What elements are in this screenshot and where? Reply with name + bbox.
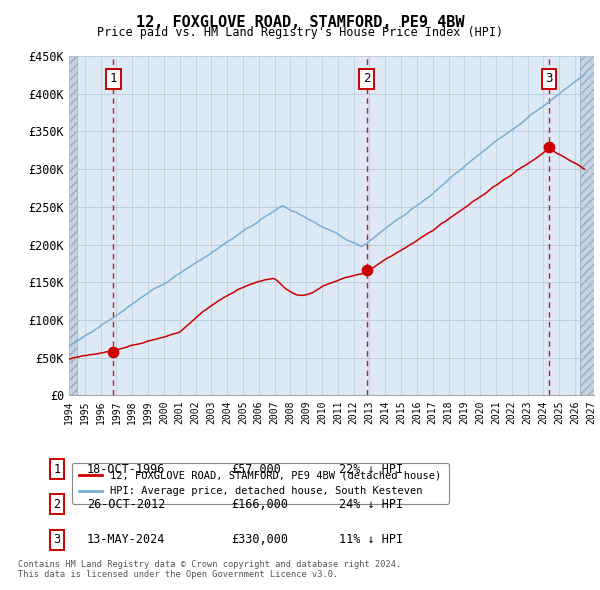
Text: 1: 1 (110, 72, 117, 85)
Text: 18-OCT-1996: 18-OCT-1996 (87, 463, 166, 476)
Point (362, 266, 371, 275)
Text: 2: 2 (363, 72, 370, 85)
Text: 12, FOXGLOVE ROAD, STAMFORD, PE9 4BW: 12, FOXGLOVE ROAD, STAMFORD, PE9 4BW (136, 15, 464, 30)
Text: 24% ↓ HPI: 24% ↓ HPI (339, 498, 403, 511)
Text: £166,000: £166,000 (231, 498, 288, 511)
Text: Contains HM Land Registry data © Crown copyright and database right 2024.
This d: Contains HM Land Registry data © Crown c… (18, 560, 401, 579)
Text: 2: 2 (53, 498, 61, 511)
Text: 22% ↓ HPI: 22% ↓ HPI (339, 463, 403, 476)
Text: £57,000: £57,000 (231, 463, 281, 476)
Text: 1: 1 (53, 463, 61, 476)
Text: 13-MAY-2024: 13-MAY-2024 (87, 533, 166, 546)
Bar (69, 56, 77, 395)
Point (544, 142, 554, 151)
Bar (580, 56, 594, 395)
Text: Price paid vs. HM Land Registry's House Price Index (HPI): Price paid vs. HM Land Registry's House … (97, 26, 503, 39)
Point (109, 348, 118, 357)
Legend: 12, FOXGLOVE ROAD, STAMFORD, PE9 4BW (detached house), HPI: Average price, detac: 12, FOXGLOVE ROAD, STAMFORD, PE9 4BW (de… (71, 463, 449, 504)
Text: 26-OCT-2012: 26-OCT-2012 (87, 498, 166, 511)
Text: £330,000: £330,000 (231, 533, 288, 546)
Bar (69, 56, 77, 395)
Text: 3: 3 (53, 533, 61, 546)
Text: 11% ↓ HPI: 11% ↓ HPI (339, 533, 403, 546)
Bar (580, 56, 594, 395)
Text: 3: 3 (545, 72, 553, 85)
